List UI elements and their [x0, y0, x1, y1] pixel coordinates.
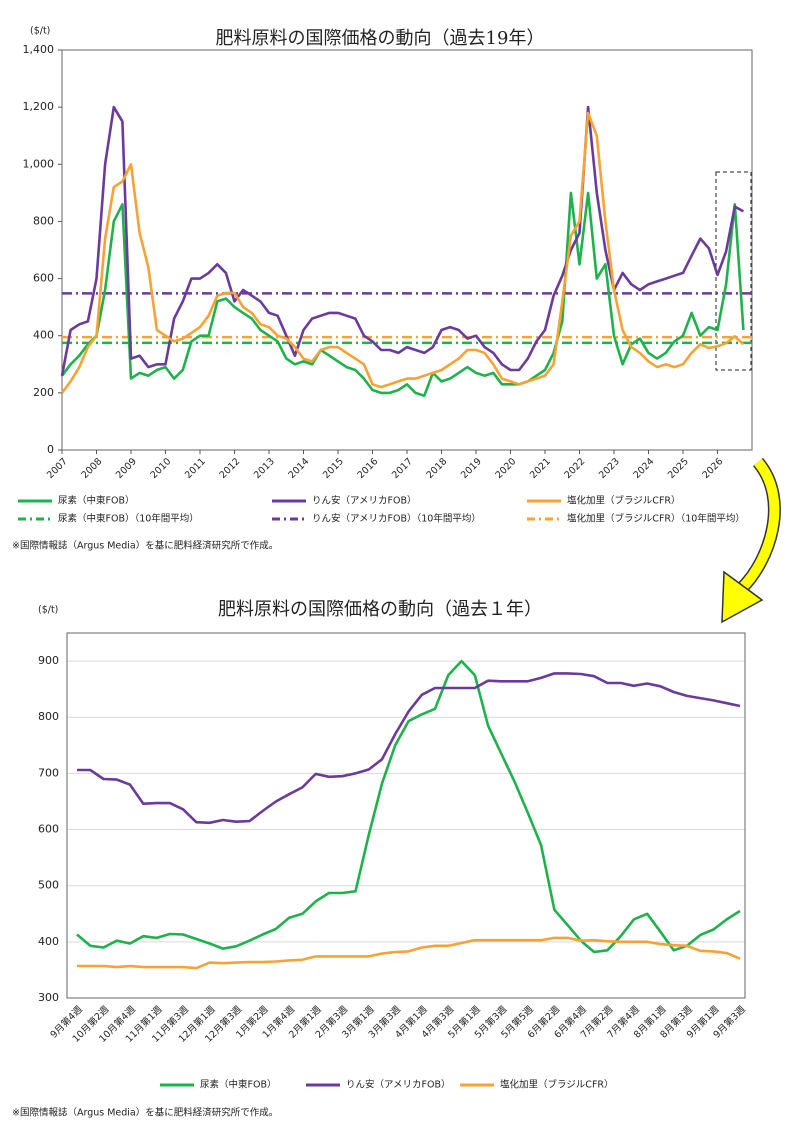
series-line — [60, 105, 745, 376]
x-tick-label: 2017 — [390, 456, 415, 481]
source-note: ※国際情報誌（Argus Media）を基に肥料経済研究所で作成。 — [12, 540, 278, 552]
legend-label: 塩化加里（ブラジルCFR） — [500, 1079, 614, 1091]
y-tick-label: 300 — [38, 991, 59, 1004]
legend-label: りん安（アメリカFOB） — [312, 495, 417, 507]
x-tick-label: 2016 — [356, 456, 381, 481]
x-tick-label: 2011 — [183, 456, 208, 481]
y-tick-label: 200 — [33, 386, 54, 399]
x-tick-label: 2008 — [80, 456, 105, 481]
x-tick-label: 2021 — [528, 456, 553, 481]
y-unit: ($/t) — [30, 26, 50, 37]
x-tick-label: 2024 — [632, 456, 657, 481]
series-line — [60, 111, 745, 394]
arrow-body — [738, 458, 780, 592]
series-line — [60, 191, 745, 397]
y-tick-label: 500 — [38, 879, 59, 892]
legend-label: 塩化加里（ブラジルCFR） — [567, 495, 681, 507]
x-tick-label: 2019 — [459, 456, 484, 481]
x-tick-label: 2026 — [701, 456, 726, 481]
y-tick-label: 0 — [47, 443, 54, 456]
y-unit: ($/t) — [38, 605, 58, 616]
x-tick-label: 2009 — [114, 456, 139, 481]
plot-frame — [66, 632, 746, 999]
y-tick-label: 1,200 — [23, 100, 55, 113]
x-tick-label: 2014 — [287, 456, 312, 481]
arrow-head — [721, 570, 764, 624]
chart-title: 肥料原料の国際価格の動向（過去19年） — [216, 28, 545, 49]
legend-label: 尿素（中東FOB）（10年間平均） — [58, 513, 199, 525]
x-tick-label: 2013 — [252, 456, 277, 481]
series-line — [76, 659, 741, 954]
x-tick-label: 2015 — [321, 456, 346, 481]
legend-label: りん安（アメリカFOB） — [346, 1079, 451, 1091]
legend-label: 尿素（中東FOB） — [58, 495, 134, 507]
x-tick-label: 2022 — [563, 456, 588, 481]
y-tick-label: 400 — [33, 329, 54, 342]
y-tick-label: 800 — [33, 214, 54, 227]
x-tick-label: 2010 — [149, 456, 174, 481]
plot-frame — [61, 49, 753, 451]
legend-label: 塩化加里（ブラジルCFR）（10年間平均） — [567, 513, 745, 525]
x-tick-label: 2025 — [666, 456, 691, 481]
y-tick-label: 400 — [38, 935, 59, 948]
chart-title: 肥料原料の国際価格の動向（過去１年） — [218, 599, 542, 620]
y-tick-label: 1,000 — [23, 157, 55, 170]
y-tick-label: 600 — [38, 823, 59, 836]
x-tick-label: 2007 — [45, 456, 70, 481]
y-tick-label: 900 — [38, 654, 59, 667]
y-tick-label: 700 — [38, 766, 59, 779]
legend-label: 尿素（中東FOB） — [200, 1079, 276, 1091]
x-tick-label: 2018 — [425, 456, 450, 481]
x-tick-label: 2020 — [494, 456, 519, 481]
x-tick-label: 2012 — [218, 456, 243, 481]
y-tick-label: 1,400 — [23, 43, 55, 56]
x-tick-label: 2023 — [597, 456, 622, 481]
legend-label: りん安（アメリカFOB）（10年間平均） — [312, 513, 481, 525]
y-tick-label: 800 — [38, 710, 59, 723]
source-note: ※国際情報誌（Argus Media）を基に肥料経済研究所で作成。 — [12, 1107, 278, 1119]
highlight-box — [715, 171, 752, 371]
series-line — [77, 936, 741, 970]
y-tick-label: 600 — [33, 272, 54, 285]
series-line — [77, 672, 741, 825]
